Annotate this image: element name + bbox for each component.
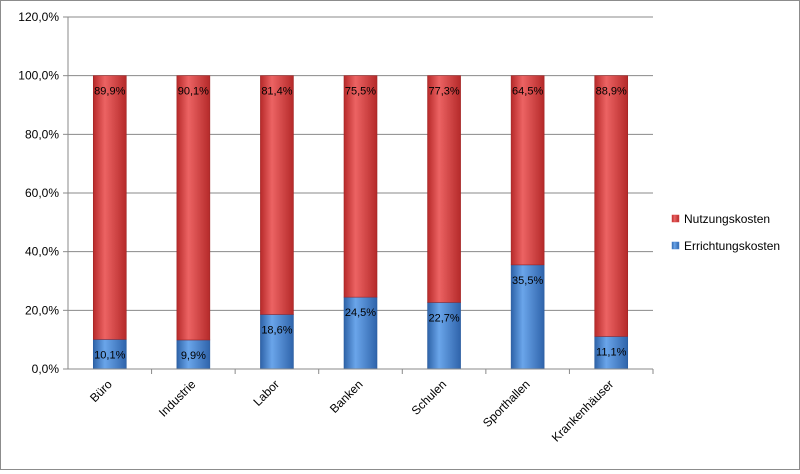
bar-nutzungskosten [343, 75, 378, 298]
x-tick-label: Banken [327, 377, 366, 416]
x-tick-label: Schulen [409, 377, 450, 418]
y-tick-label: 80,0% [25, 127, 59, 141]
data-label: 89,9% [94, 86, 125, 98]
y-tick-label: 120,0% [18, 10, 59, 24]
data-label: 9,9% [181, 350, 206, 362]
data-label: 10,1% [94, 349, 125, 361]
bar-nutzungskosten [176, 75, 211, 341]
data-label: 64,5% [512, 86, 543, 98]
bar-nutzungskosten [594, 75, 629, 337]
legend-swatch [671, 214, 680, 223]
y-tick-label: 60,0% [25, 186, 59, 200]
bar-errichtungskosten [176, 339, 211, 370]
data-label: 75,5% [345, 86, 376, 98]
data-label: 81,4% [261, 86, 292, 98]
bar-errichtungskosten [427, 302, 461, 370]
y-tick-label: 20,0% [25, 303, 59, 317]
data-label: 22,7% [428, 312, 459, 324]
bar-nutzungskosten [510, 75, 545, 266]
data-label: 18,6% [261, 324, 292, 336]
bar-nutzungskosten [427, 75, 461, 303]
legend-label: Nutzungskosten [684, 212, 770, 226]
x-tick-label: Industrie [156, 377, 199, 420]
bar-errichtungskosten [260, 314, 294, 370]
x-tick-label: Sporthallen [480, 377, 533, 430]
bar-nutzungskosten [260, 75, 294, 315]
y-tick-label: 0,0% [32, 362, 60, 376]
bar-errichtungskosten [343, 296, 378, 370]
x-tick-label: Krankenhäuser [549, 377, 616, 444]
data-label: 77,3% [428, 86, 459, 98]
data-label: 88,9% [596, 86, 627, 98]
y-tick-label: 40,0% [25, 245, 59, 259]
legend-label: Errichtungskosten [684, 239, 780, 253]
bar-nutzungskosten [92, 75, 127, 340]
data-label: 24,5% [345, 307, 376, 319]
bars: 10,1% 89,9% 9,9% 90,1% 18,6% 81,4% 24,5% 75,5% 2… [92, 75, 629, 370]
y-tick-label: 100,0% [18, 69, 59, 83]
data-label: 11,1% [596, 346, 627, 358]
data-label: 90,1% [178, 86, 209, 98]
x-tick-label: Büro [87, 377, 115, 405]
bar-errichtungskosten [92, 339, 127, 370]
data-label: 35,5% [512, 275, 543, 287]
legend-swatch [671, 241, 680, 250]
x-axis: Büro Industrie Labor Banken Schulen Sporthall… [63, 368, 654, 445]
legend: Nutzungskosten Errichtungskosten [671, 212, 780, 253]
x-tick-label: Labor [250, 377, 282, 409]
y-axis: 0,0% 20,0% 40,0% 60,0% 80,0% 100,0% 120,0% [18, 10, 69, 376]
